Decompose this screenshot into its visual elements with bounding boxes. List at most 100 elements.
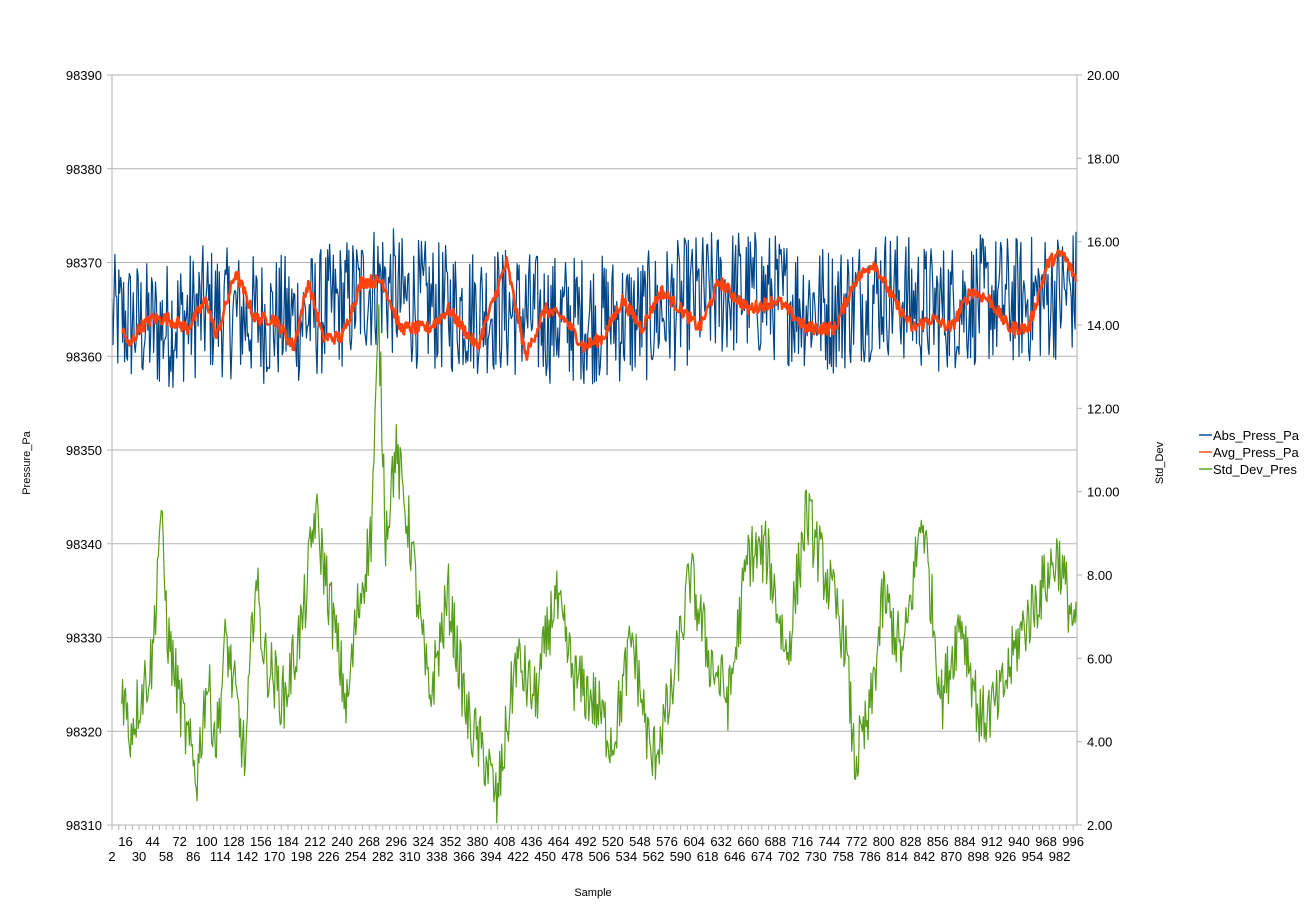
x-tick-label: 814	[886, 849, 908, 864]
series-layer	[111, 228, 1079, 824]
x-tick-label: 506	[588, 849, 610, 864]
x-tick-label: 576	[656, 834, 678, 849]
x-tick-label: 282	[372, 849, 394, 864]
x-tick-label: 366	[453, 849, 475, 864]
legend: Abs_Press_Pa Avg_Press_Pa Std_Dev_Pres	[1199, 428, 1300, 477]
x-tick-label: 72	[172, 834, 186, 849]
x-tick-label: 898	[968, 849, 990, 864]
x-tick-label: 618	[697, 849, 719, 864]
y2-tick-label: 18.00	[1087, 151, 1120, 166]
x-tick-label: 492	[575, 834, 597, 849]
x-tick-label: 926	[995, 849, 1017, 864]
axes	[107, 74, 1082, 830]
x-tick-label: 954	[1022, 849, 1044, 864]
y2-axis-ticks: 2.00 4.00 6.00 8.00 10.00 12.00 14.00 16.00 18.0…	[1087, 68, 1120, 833]
x-tick-label: 100	[196, 834, 218, 849]
x-tick-label: 996	[1062, 834, 1084, 849]
y-tick-label: 98360	[66, 349, 102, 364]
x-tick-label: 436	[521, 834, 543, 849]
x-tick-label: 170	[264, 849, 286, 864]
x-tick-label: 562	[643, 849, 665, 864]
x-tick-label: 380	[467, 834, 489, 849]
x-tick-label: 940	[1008, 834, 1030, 849]
x-tick-label: 688	[764, 834, 786, 849]
x-tick-label: 156	[250, 834, 272, 849]
y2-tick-label: 10.00	[1087, 485, 1120, 500]
series-line-std-dev-pres	[121, 304, 1078, 824]
x-tick-label: 884	[954, 834, 976, 849]
x-tick-label: 856	[927, 834, 949, 849]
x-tick-label: 324	[413, 834, 435, 849]
x-tick-label: 212	[304, 834, 326, 849]
x-tick-label: 422	[507, 849, 529, 864]
x-tick-label: 310	[399, 849, 421, 864]
x-tick-label: 394	[480, 849, 502, 864]
x-tick-label: 478	[561, 849, 583, 864]
x-tick-label: 86	[186, 849, 200, 864]
x-tick-label: 646	[724, 849, 746, 864]
y2-tick-label: 8.00	[1087, 568, 1112, 583]
legend-label-abs-press: Abs_Press_Pa	[1213, 428, 1300, 443]
y-tick-label: 98330	[66, 631, 102, 646]
x-tick-label: 2	[108, 849, 115, 864]
series-line-avg-press-pa	[121, 249, 1079, 361]
y2-tick-label: 12.00	[1087, 401, 1120, 416]
y-tick-label: 98350	[66, 443, 102, 458]
y-tick-label: 98370	[66, 256, 102, 271]
x-tick-label: 338	[426, 849, 448, 864]
x-tick-label: 870	[940, 849, 962, 864]
y2-tick-label: 4.00	[1087, 735, 1112, 750]
x-tick-label: 730	[805, 849, 827, 864]
x-tick-label: 268	[358, 834, 380, 849]
x-tick-label: 352	[440, 834, 462, 849]
x-tick-label: 744	[819, 834, 841, 849]
y2-tick-label: 14.00	[1087, 318, 1120, 333]
y-tick-label: 98340	[66, 537, 102, 552]
y2-axis-title: Std_Dev	[1154, 441, 1166, 484]
x-tick-label: 142	[237, 849, 259, 864]
x-tick-label: 548	[629, 834, 651, 849]
y2-tick-label: 2.00	[1087, 818, 1112, 833]
x-tick-label: 842	[913, 849, 935, 864]
x-tick-label: 450	[534, 849, 556, 864]
legend-label-avg-press: Avg_Press_Pa	[1213, 445, 1300, 460]
x-tick-label: 674	[751, 849, 773, 864]
x-tick-label: 702	[778, 849, 800, 864]
legend-label-std-dev: Std_Dev_Pres	[1213, 462, 1297, 477]
x-axis-ticks: 16 44 72 100 128 156 184 212 240 268 296 324 352 380 4…	[108, 834, 1084, 864]
x-tick-label: 604	[683, 834, 705, 849]
x-tick-label: 590	[670, 849, 692, 864]
series-line-abs-press-pa	[111, 228, 1078, 388]
y-tick-label: 98390	[66, 68, 102, 83]
x-tick-label: 128	[223, 834, 245, 849]
x-tick-label: 30	[132, 849, 146, 864]
x-tick-label: 240	[331, 834, 353, 849]
x-tick-label: 758	[832, 849, 854, 864]
x-tick-label: 786	[859, 849, 881, 864]
x-tick-label: 800	[873, 834, 895, 849]
y-axis-title: Pressure_Pa	[21, 430, 33, 494]
x-tick-label: 982	[1049, 849, 1071, 864]
x-tick-label: 114	[210, 849, 231, 864]
y2-tick-label: 20.00	[1087, 68, 1120, 83]
x-tick-label: 184	[277, 834, 299, 849]
x-tick-label: 296	[385, 834, 407, 849]
x-tick-label: 226	[318, 849, 340, 864]
x-axis-title: Sample	[574, 887, 611, 899]
x-tick-label: 254	[345, 849, 367, 864]
x-tick-label: 520	[602, 834, 624, 849]
y-tick-label: 98310	[66, 818, 102, 833]
x-tick-label: 464	[548, 834, 570, 849]
x-tick-label: 828	[900, 834, 922, 849]
x-tick-label: 44	[145, 834, 159, 849]
y2-tick-label: 6.00	[1087, 651, 1112, 666]
y-tick-label: 98320	[66, 724, 102, 739]
x-tick-label: 632	[710, 834, 732, 849]
x-tick-label: 968	[1035, 834, 1057, 849]
x-tick-label: 16	[118, 834, 132, 849]
x-tick-label: 58	[159, 849, 173, 864]
y-axis-ticks: 98310 98320 98330 98340 98350 98360 98370 98380…	[66, 68, 102, 833]
y-tick-label: 98380	[66, 162, 102, 177]
x-tick-label: 408	[494, 834, 516, 849]
